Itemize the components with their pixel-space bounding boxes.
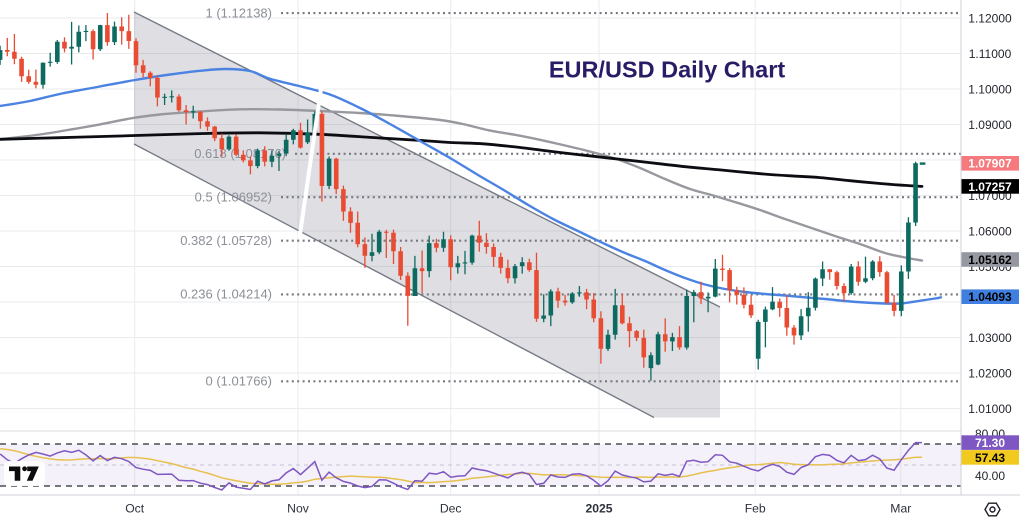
svg-text:1.06000: 1.06000 bbox=[968, 224, 1012, 238]
svg-text:1.10000: 1.10000 bbox=[968, 82, 1012, 96]
svg-text:Feb: Feb bbox=[745, 501, 766, 515]
svg-text:1.02000: 1.02000 bbox=[968, 366, 1012, 380]
svg-text:0.5 (1.06952): 0.5 (1.06952) bbox=[195, 190, 272, 205]
svg-text:1.07907: 1.07907 bbox=[968, 157, 1012, 171]
svg-text:1.07257: 1.07257 bbox=[968, 180, 1012, 194]
svg-text:1.11000: 1.11000 bbox=[969, 47, 1012, 61]
svg-text:40.00: 40.00 bbox=[975, 469, 1005, 483]
svg-text:1.03000: 1.03000 bbox=[968, 331, 1012, 345]
svg-text:2025: 2025 bbox=[585, 501, 612, 515]
svg-text:Mar: Mar bbox=[890, 501, 911, 515]
svg-text:1.04093: 1.04093 bbox=[968, 290, 1012, 304]
svg-text:1.12000: 1.12000 bbox=[968, 11, 1012, 25]
svg-text:71.30: 71.30 bbox=[975, 436, 1005, 450]
svg-text:1.01000: 1.01000 bbox=[968, 402, 1012, 416]
svg-text:0.382 (1.05728): 0.382 (1.05728) bbox=[180, 233, 272, 248]
svg-text:EUR/USD Daily Chart: EUR/USD Daily Chart bbox=[549, 57, 786, 83]
svg-text:1.05162: 1.05162 bbox=[968, 253, 1012, 267]
svg-text:1 (1.12138): 1 (1.12138) bbox=[206, 5, 273, 20]
svg-text:0.236 (1.04214): 0.236 (1.04214) bbox=[180, 287, 272, 302]
svg-text:57.43: 57.43 bbox=[975, 451, 1005, 465]
svg-text:Oct: Oct bbox=[125, 501, 145, 515]
svg-text:Dec: Dec bbox=[440, 501, 462, 515]
svg-text:Nov: Nov bbox=[287, 501, 310, 515]
svg-text:1.09000: 1.09000 bbox=[968, 118, 1012, 132]
svg-text:0 (1.01766): 0 (1.01766) bbox=[206, 374, 273, 389]
